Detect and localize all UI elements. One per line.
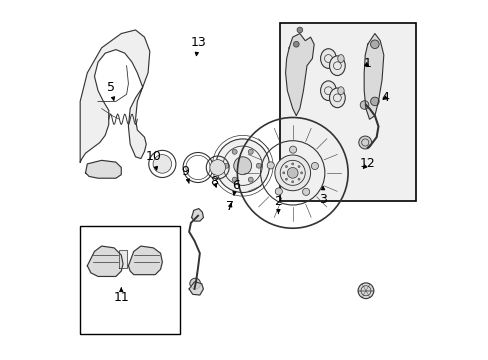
Circle shape (248, 149, 253, 154)
Ellipse shape (320, 81, 336, 100)
Text: 7: 7 (226, 200, 234, 213)
Circle shape (282, 172, 285, 174)
Polygon shape (191, 208, 203, 221)
Ellipse shape (337, 55, 344, 63)
Circle shape (266, 162, 274, 169)
Circle shape (224, 163, 229, 168)
Circle shape (311, 162, 318, 170)
Text: 6: 6 (231, 179, 239, 195)
Text: 1: 1 (363, 57, 371, 71)
Ellipse shape (329, 56, 345, 76)
Circle shape (296, 27, 302, 33)
Polygon shape (128, 246, 162, 275)
Circle shape (248, 177, 253, 182)
Ellipse shape (337, 87, 344, 95)
Polygon shape (87, 246, 123, 276)
Circle shape (216, 139, 269, 193)
Circle shape (360, 101, 368, 109)
Circle shape (275, 188, 282, 195)
Circle shape (285, 178, 287, 180)
Circle shape (153, 155, 171, 173)
Circle shape (293, 41, 299, 47)
Circle shape (232, 149, 237, 154)
Polygon shape (189, 282, 203, 295)
Polygon shape (85, 160, 121, 178)
Text: 4: 4 (381, 91, 389, 104)
Polygon shape (119, 249, 126, 267)
Text: 3: 3 (319, 186, 326, 206)
Text: 2: 2 (274, 195, 282, 213)
Text: 13: 13 (190, 36, 205, 56)
Circle shape (297, 166, 300, 168)
Text: 5: 5 (106, 81, 114, 100)
Circle shape (302, 188, 309, 195)
Polygon shape (285, 33, 313, 116)
Ellipse shape (329, 88, 345, 108)
Ellipse shape (320, 49, 336, 68)
Circle shape (285, 166, 287, 168)
Circle shape (297, 178, 300, 180)
Circle shape (209, 159, 225, 175)
Circle shape (358, 136, 371, 149)
Bar (280, 23, 415, 202)
Circle shape (370, 40, 378, 49)
Text: 8: 8 (210, 175, 218, 188)
Text: 10: 10 (145, 150, 161, 170)
Circle shape (357, 283, 373, 298)
Circle shape (291, 181, 293, 183)
Circle shape (274, 155, 310, 191)
Polygon shape (80, 30, 149, 162)
Circle shape (291, 163, 293, 165)
Polygon shape (364, 33, 383, 119)
Circle shape (232, 177, 237, 182)
Text: 12: 12 (359, 157, 375, 170)
Circle shape (256, 163, 261, 168)
Circle shape (370, 97, 378, 106)
Circle shape (233, 157, 251, 175)
Text: 11: 11 (113, 288, 129, 305)
Circle shape (289, 146, 296, 153)
Circle shape (300, 172, 302, 174)
Circle shape (287, 167, 298, 178)
Circle shape (189, 278, 200, 289)
Bar (80, 226, 180, 334)
Text: 9: 9 (181, 165, 189, 183)
